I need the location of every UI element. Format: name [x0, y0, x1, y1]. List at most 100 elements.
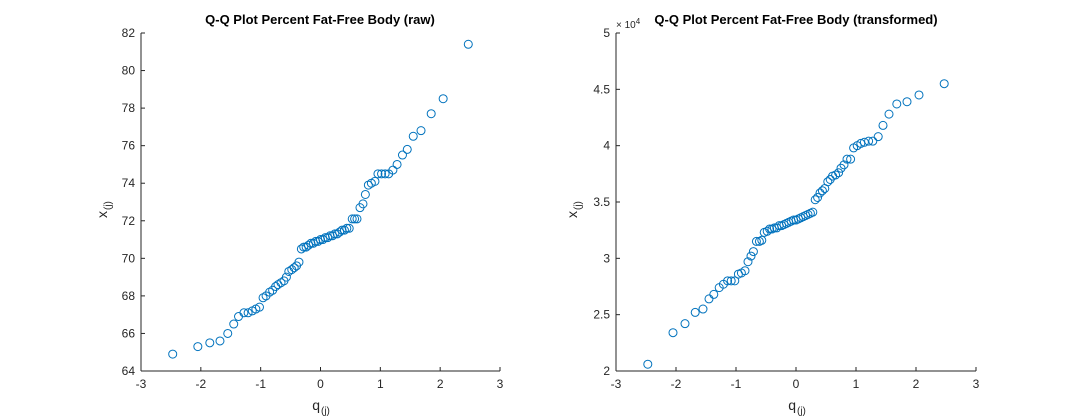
- raw-data-point: [193, 342, 203, 352]
- raw-data-point: [352, 214, 362, 224]
- raw-x-axis-label-subscript: (j): [321, 406, 330, 417]
- transformed-data-point: [709, 289, 719, 299]
- transformed-data-point: [834, 168, 844, 178]
- raw-data-point: [335, 227, 345, 237]
- raw-data-point: [426, 109, 436, 119]
- raw-x-tick-label: 1: [377, 377, 384, 391]
- transformed-x-axis-label: q: [788, 397, 796, 413]
- transformed-y-tick-label: 5: [603, 26, 610, 40]
- raw-data-point: [205, 338, 215, 348]
- transformed-data-point: [690, 307, 700, 317]
- transformed-axes: -3 -2 -1 0 1 2 3 2 2.5 3 3.5 4 4.5 5: [593, 26, 979, 391]
- raw-data-point: [342, 223, 352, 233]
- raw-data-point: [168, 349, 178, 359]
- raw-plot: -3 -2 -1 0 1 2 3 64 66 68 70 72 74 76 78 80 82 Q-Q Plot …: [94, 12, 504, 417]
- raw-data-point: [344, 223, 354, 233]
- transformed-data-point: [813, 192, 823, 202]
- raw-plot-title: Q-Q Plot Percent Fat-Free Body (raw): [205, 12, 435, 27]
- raw-data-point: [318, 235, 328, 245]
- transformed-y-axis-label-subscript: (j): [573, 201, 584, 210]
- transformed-data-point: [839, 160, 849, 170]
- transformed-y-tick-label: 3.5: [593, 195, 610, 209]
- raw-data-point: [339, 225, 349, 235]
- raw-data-point: [265, 287, 275, 297]
- raw-x-axis-label: q: [312, 397, 320, 413]
- transformed-data-point: [831, 170, 841, 180]
- transformed-x-tick-label: 3: [973, 377, 980, 391]
- transformed-data-point: [762, 226, 772, 236]
- transformed-data-point: [842, 154, 852, 164]
- raw-data-point: [402, 144, 412, 154]
- raw-data-point: [416, 126, 426, 136]
- raw-y-tick-label: 74: [122, 176, 136, 190]
- raw-data-point: [296, 244, 306, 254]
- raw-data-point: [330, 229, 340, 239]
- transformed-x-tick-label: 0: [793, 377, 800, 391]
- transformed-data-point: [873, 132, 883, 142]
- transformed-data-point: [892, 99, 902, 109]
- transformed-y-axis-label: x: [564, 211, 580, 218]
- transformed-data-point: [698, 304, 708, 314]
- raw-data-point: [373, 169, 383, 179]
- transformed-data-point: [743, 257, 753, 267]
- transformed-data-point: [810, 195, 820, 205]
- raw-data-point: [289, 263, 299, 273]
- raw-data-point: [350, 214, 360, 224]
- transformed-data-point: [730, 276, 740, 286]
- transformed-data-point: [765, 224, 775, 234]
- raw-data-point: [408, 131, 418, 141]
- raw-y-tick-label: 76: [122, 139, 136, 153]
- transformed-data-point: [864, 136, 874, 146]
- transformed-data-point: [668, 328, 678, 338]
- raw-data-point: [360, 189, 370, 199]
- raw-data-point: [380, 169, 390, 179]
- raw-data-point: [392, 159, 402, 169]
- transformed-y-tick-label: 2: [603, 364, 610, 378]
- transformed-data-point: [815, 188, 825, 198]
- transformed-data-point: [748, 247, 758, 257]
- raw-data-point: [327, 231, 337, 241]
- transformed-data-point: [746, 251, 756, 261]
- transformed-data-point: [772, 223, 782, 233]
- transformed-data-point: [884, 109, 894, 119]
- transformed-data-point: [757, 235, 767, 245]
- raw-data-point: [438, 94, 448, 104]
- raw-x-tick-label: 2: [437, 377, 444, 391]
- raw-data-point: [313, 236, 323, 246]
- raw-y-tick-label: 78: [122, 101, 136, 115]
- raw-y-axis-label: x: [94, 211, 110, 218]
- raw-data-point: [323, 233, 333, 243]
- raw-y-tick-label: 70: [122, 251, 136, 265]
- raw-data-point: [258, 293, 268, 303]
- raw-data-point: [243, 308, 253, 318]
- raw-y-tick-label: 82: [122, 26, 136, 40]
- raw-data-point: [229, 319, 239, 329]
- raw-data-point: [234, 312, 244, 322]
- raw-data-point: [358, 199, 368, 209]
- raw-y-tick-label: 64: [122, 364, 136, 378]
- raw-x-tick-label: 0: [317, 377, 324, 391]
- transformed-y-exponent: × 104: [616, 17, 641, 31]
- transformed-y-tick-label: 4.5: [593, 82, 610, 96]
- transformed-data-point: [859, 137, 869, 147]
- raw-data-point: [299, 242, 309, 252]
- transformed-data-point: [868, 136, 878, 146]
- transformed-x-tick-label: -2: [671, 377, 682, 391]
- transformed-data-point: [823, 177, 833, 187]
- transformed-x-axis-label-subscript: (j): [797, 406, 806, 417]
- raw-data-point: [304, 240, 314, 250]
- transformed-data-point: [846, 154, 856, 164]
- transformed-plot: -3 -2 -1 0 1 2 3 2 2.5 3 3.5 4 4.5 5 × 104 Q-Q Plot P…: [564, 12, 980, 417]
- raw-x-tick-label: -1: [255, 377, 266, 391]
- transformed-y-tick-label: 3: [603, 251, 610, 265]
- transformed-data-point: [723, 276, 733, 286]
- transformed-data-point: [680, 319, 690, 329]
- raw-axes: -3 -2 -1 0 1 2 3 64 66 68 70 72 74 76 78 80 82: [122, 26, 504, 391]
- transformed-markers: [643, 79, 949, 369]
- transformed-data-point: [704, 294, 714, 304]
- transformed-data-point: [902, 97, 912, 107]
- raw-data-point: [377, 169, 387, 179]
- raw-data-point: [215, 336, 225, 346]
- raw-data-point: [281, 272, 291, 282]
